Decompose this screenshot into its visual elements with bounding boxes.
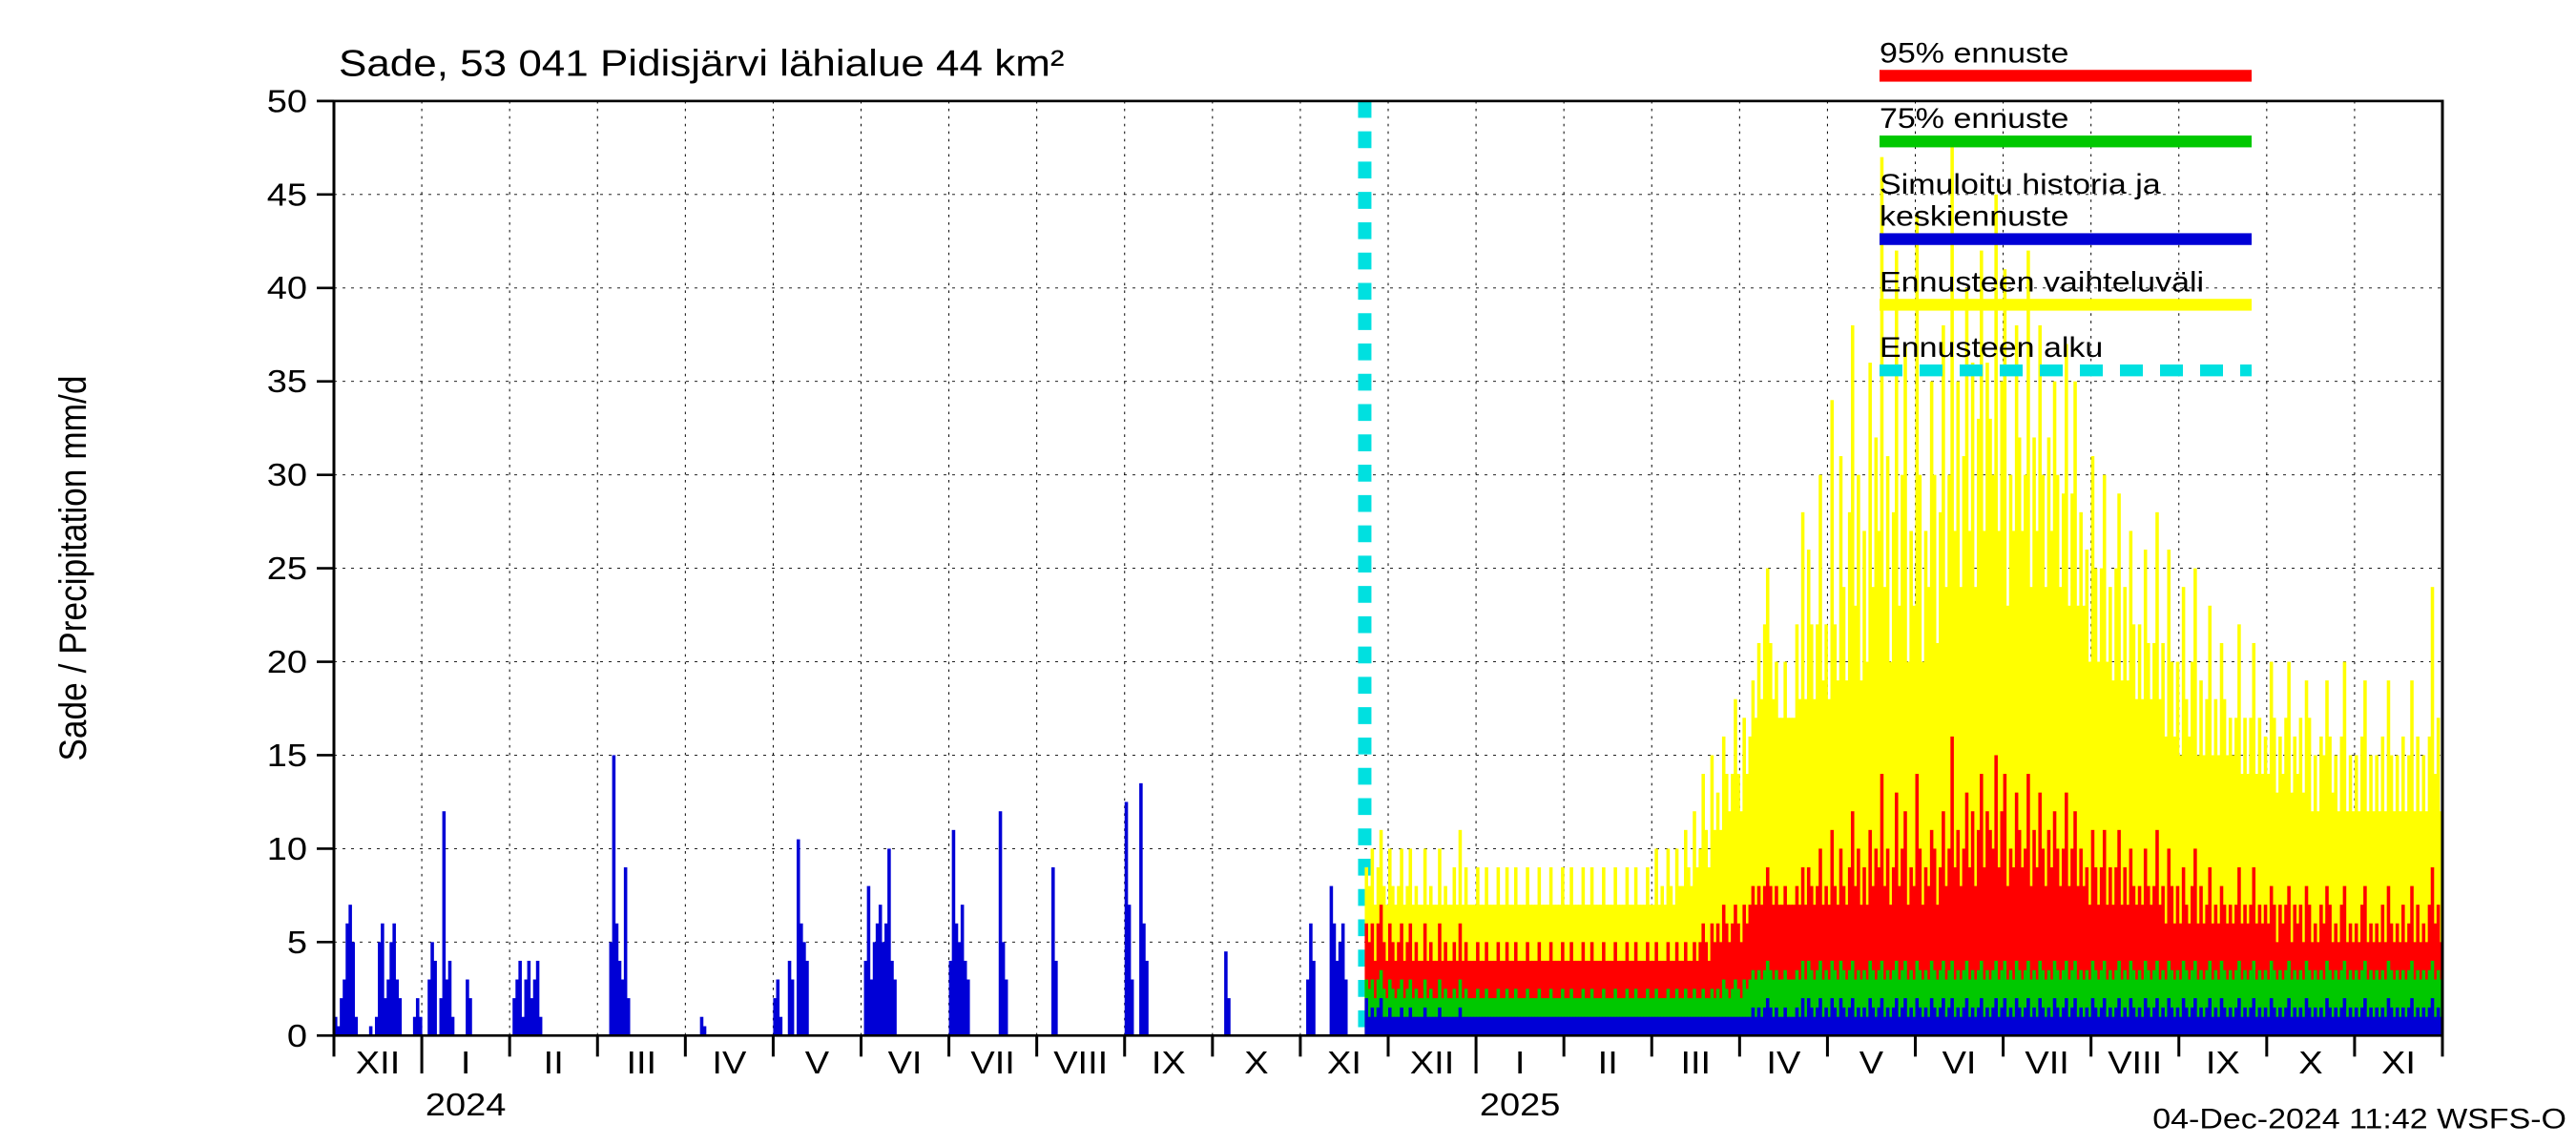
xtick-month: X	[2298, 1045, 2322, 1080]
y-axis-label: Sade / Precipitation mm/d	[52, 376, 94, 761]
xtick-month: VII	[2025, 1045, 2068, 1080]
ytick-label: 20	[267, 644, 307, 679]
xtick-month: VI	[888, 1045, 923, 1080]
chart-svg: 05101520253035404550XIIIIIIIIIVVVIVIIVII…	[0, 0, 2576, 1145]
xtick-month: III	[1680, 1045, 1711, 1080]
xtick-month: V	[1859, 1045, 1883, 1080]
xtick-year: 2024	[426, 1087, 507, 1122]
xtick-month: XII	[356, 1045, 400, 1080]
legend-item-label: keskiennuste	[1880, 199, 2068, 232]
legend-item-label: Ennusteen alku	[1880, 331, 2103, 364]
xtick-month: IX	[1152, 1045, 1186, 1080]
ytick-label: 45	[267, 177, 307, 212]
xtick-month: X	[1244, 1045, 1268, 1080]
xtick-month: IV	[712, 1045, 746, 1080]
xtick-year: 2025	[1480, 1087, 1561, 1122]
footer-timestamp: 04-Dec-2024 11:42 WSFS-O	[2152, 1102, 2566, 1135]
xtick-month: XI	[2381, 1045, 2416, 1080]
legend-swatch	[1880, 233, 2252, 244]
xtick-month: XII	[1410, 1045, 1454, 1080]
xtick-month: II	[544, 1045, 564, 1080]
ytick-label: 10	[267, 831, 307, 866]
xtick-month: VII	[970, 1045, 1014, 1080]
ytick-label: 35	[267, 364, 307, 399]
legend-item-label: 75% ennuste	[1880, 102, 2068, 135]
legend-item-label: Ennusteen vaihteluväli	[1880, 265, 2204, 298]
ytick-label: 40	[267, 270, 307, 305]
xtick-month: IV	[1766, 1045, 1800, 1080]
ytick-label: 50	[267, 83, 307, 118]
xtick-month: VI	[1942, 1045, 1977, 1080]
chart-title: Sade, 53 041 Pidisjärvi lähialue 44 km²	[339, 42, 1065, 84]
legend-item-label: 95% ennuste	[1880, 36, 2068, 69]
ytick-label: 30	[267, 457, 307, 492]
legend-swatch	[1880, 135, 2252, 147]
ytick-label: 5	[287, 925, 307, 960]
xtick-month: II	[1598, 1045, 1618, 1080]
xtick-month: I	[461, 1045, 471, 1080]
xtick-month: IX	[2206, 1045, 2240, 1080]
legend-swatch	[1880, 70, 2252, 81]
xtick-month: III	[626, 1045, 656, 1080]
ytick-label: 15	[267, 738, 307, 773]
ytick-label: 0	[287, 1018, 307, 1053]
xtick-month: V	[805, 1045, 829, 1080]
xtick-month: VIII	[2108, 1045, 2162, 1080]
legend-item-label: Simuloitu historia ja	[1880, 168, 2161, 200]
xtick-month: VIII	[1053, 1045, 1108, 1080]
ytick-label: 25	[267, 551, 307, 586]
legend-swatch	[1880, 299, 2252, 310]
precipitation-chart: { "title": "Sade, 53 041 Pidisjärvi lähi…	[0, 0, 2576, 1145]
xtick-month: XI	[1327, 1045, 1361, 1080]
xtick-month: I	[1515, 1045, 1526, 1080]
